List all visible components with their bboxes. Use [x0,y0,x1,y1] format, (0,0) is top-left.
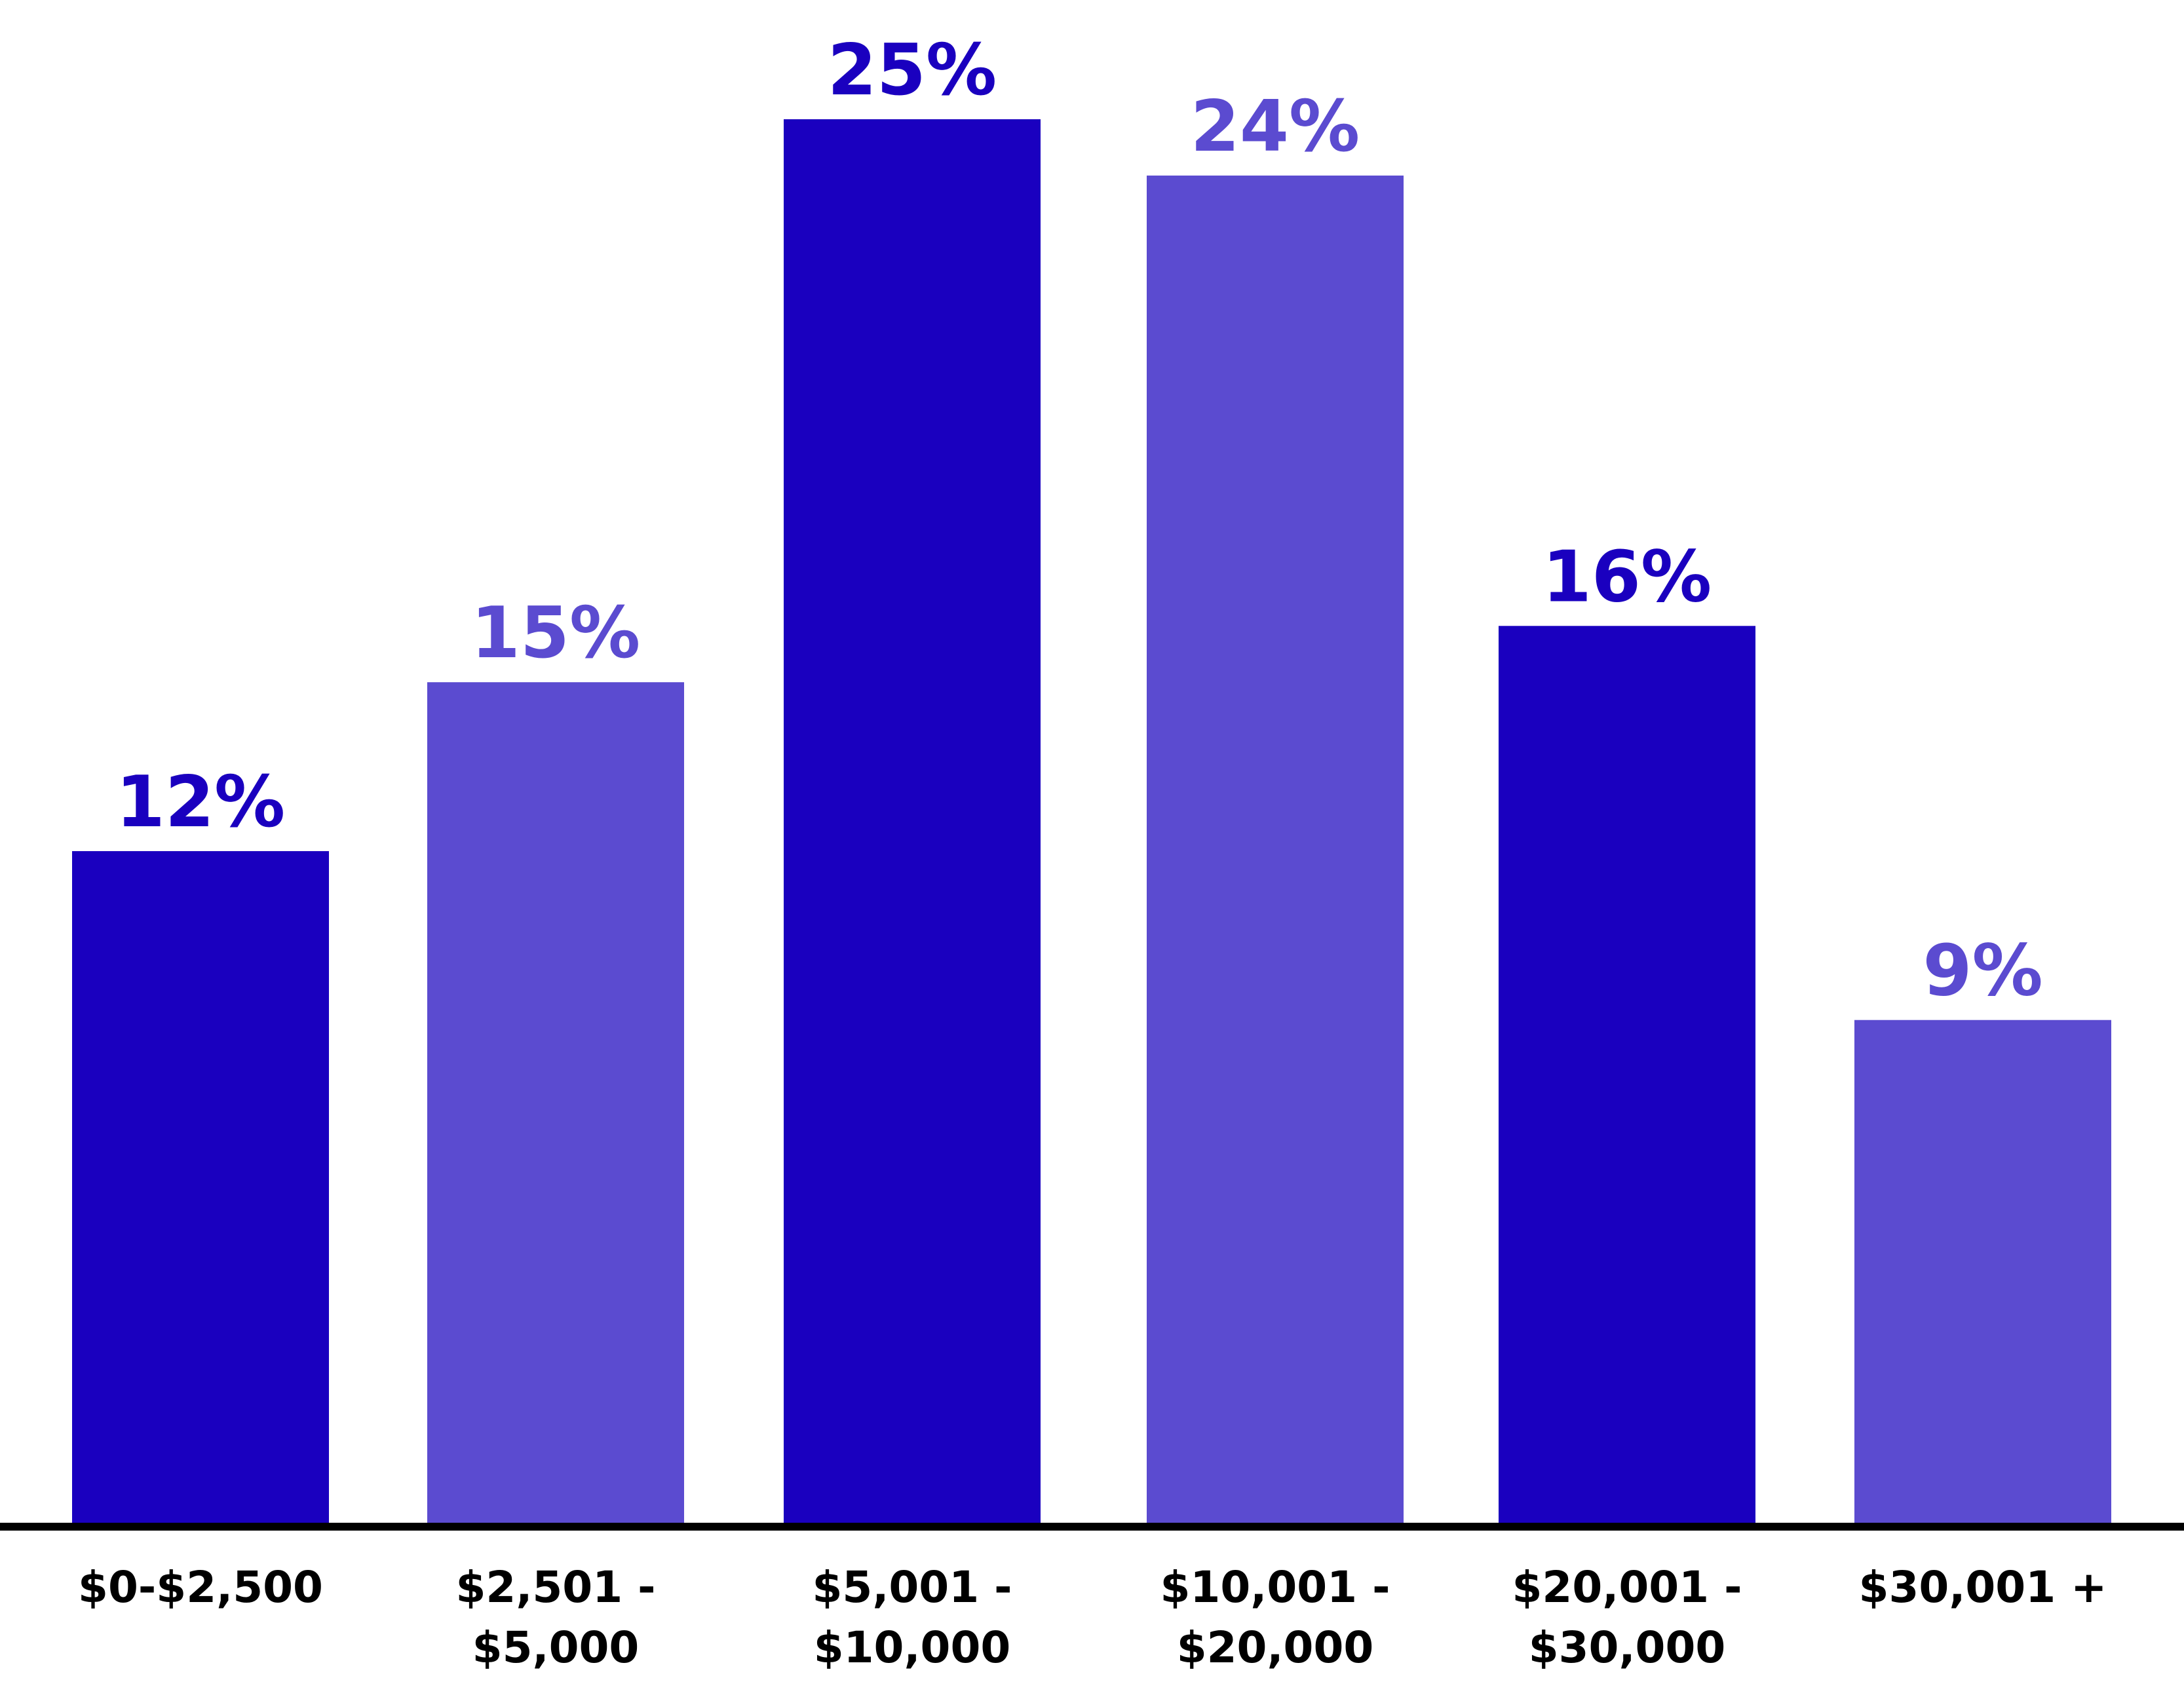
category-label-line: $30,001 + [1859,1562,2107,1613]
bar-5 [1499,626,1755,1527]
category-label-line: $10,001 - [1160,1562,1390,1613]
category-label-4: $10,001 - $20,000 [1160,1562,1390,1673]
category-label-5: $20,001 - $30,000 [1512,1562,1742,1673]
category-label-line: $5,000 [472,1622,640,1673]
value-label-4: 24% [1191,86,1360,168]
value-labels-group: 12% 15% 25% 24% 16% 9% [116,29,2043,1012]
category-label-3: $5,001 - $10,000 [812,1562,1012,1673]
value-label-1: 12% [116,761,286,843]
category-label-6: $30,001 + [1859,1562,2107,1613]
category-label-line: $30,000 [1529,1622,1726,1673]
bar-4 [1147,175,1404,1527]
value-label-5: 16% [1542,536,1712,618]
category-label-line: $20,001 - [1512,1562,1742,1613]
category-labels-group: $0-$2,500 $2,501 - $5,000 $5,001 - $10,000 $1… [78,1562,2107,1673]
category-label-line: $0-$2,500 [78,1562,323,1613]
value-label-3: 25% [828,29,997,111]
category-label-1: $0-$2,500 [78,1562,323,1613]
value-label-2: 15% [471,592,641,674]
bars-group [72,119,2111,1527]
category-label-line: $10,000 [814,1622,1011,1673]
bar-2 [427,682,684,1527]
category-label-line: $2,501 - [455,1562,655,1613]
value-label-6: 9% [1923,930,2042,1012]
bar-6 [1854,1020,2111,1527]
category-label-line: $20,000 [1177,1622,1374,1673]
category-label-2: $2,501 - $5,000 [455,1562,655,1673]
bar-1 [72,850,329,1527]
category-label-line: $5,001 - [812,1562,1012,1613]
bar-3 [784,119,1041,1527]
